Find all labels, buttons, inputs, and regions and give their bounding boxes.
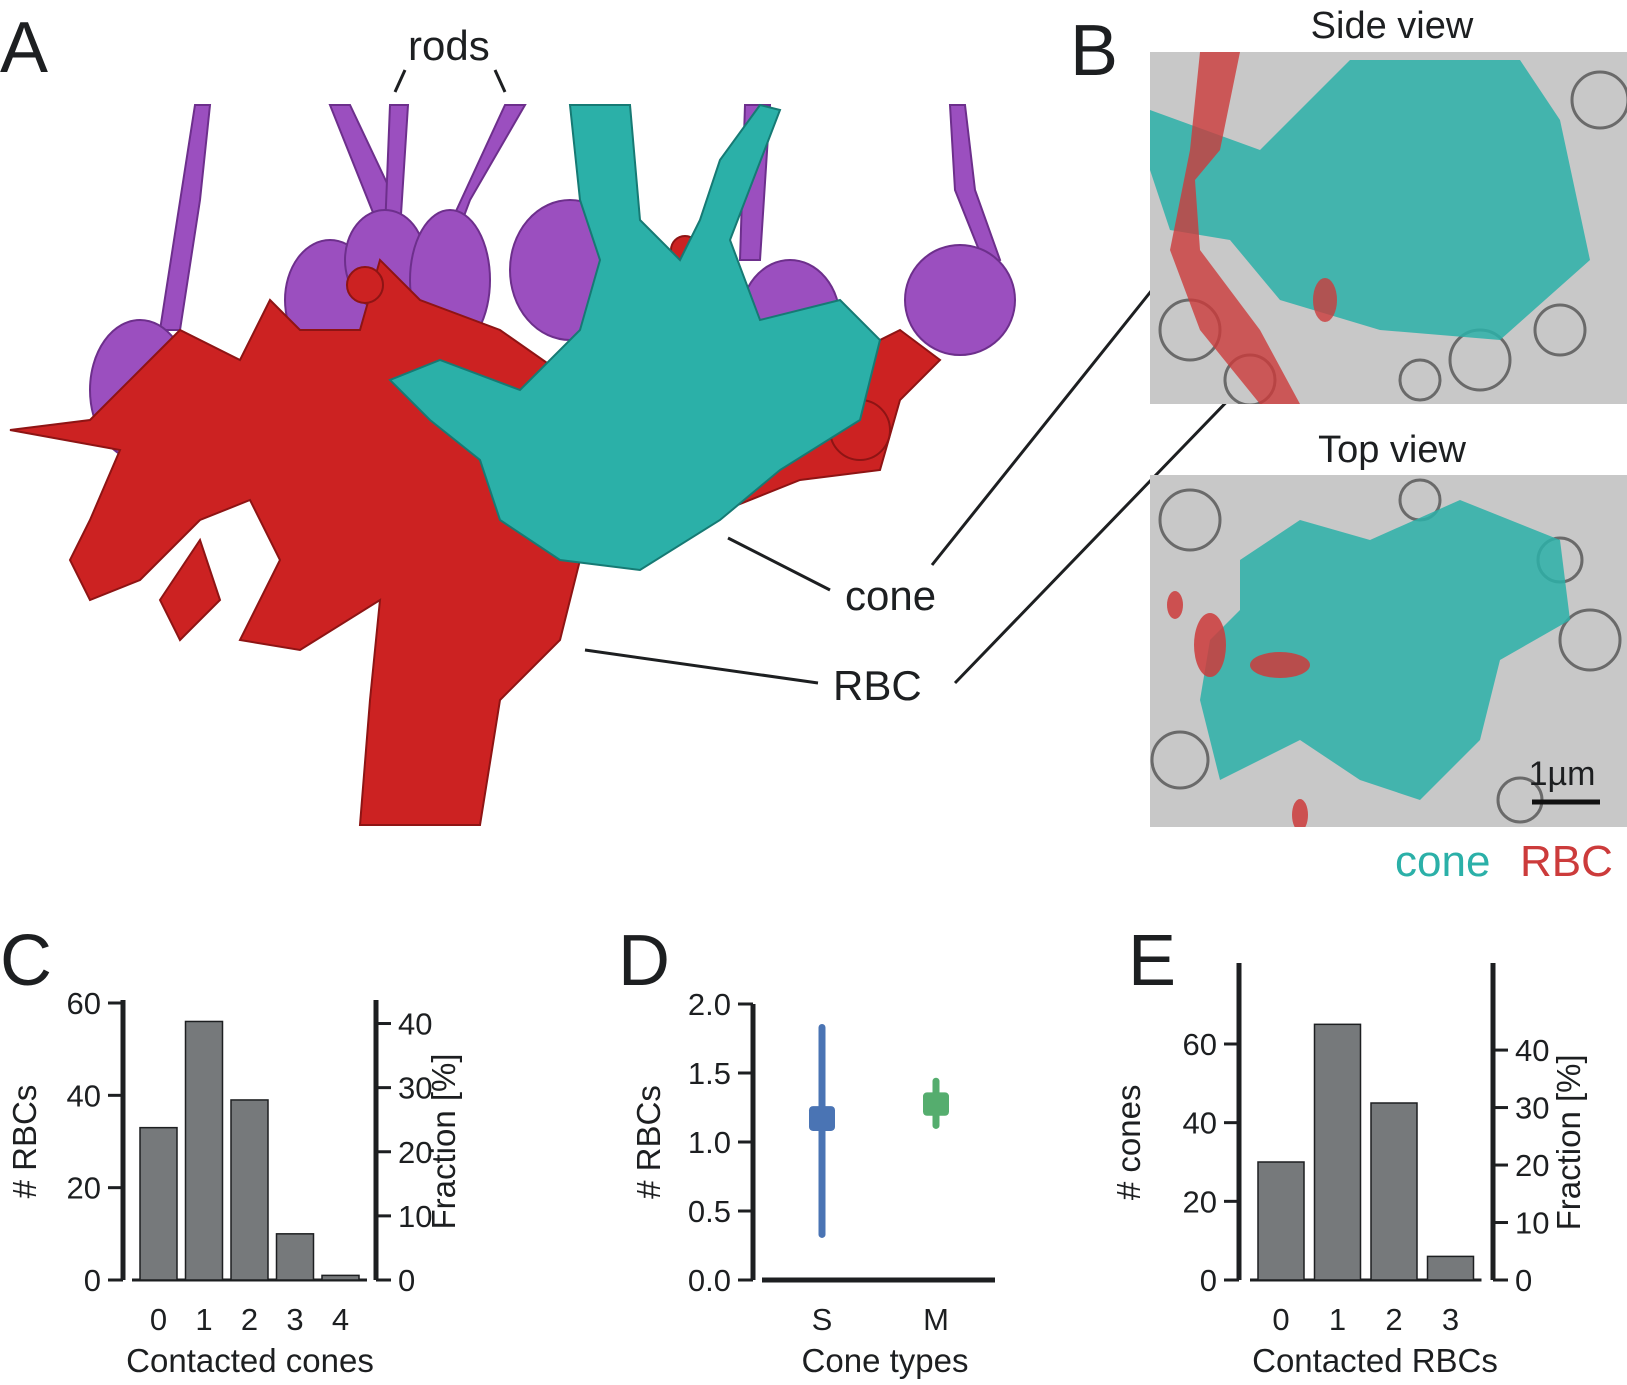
y-axis-label-right: Fraction [%] <box>1550 1054 1587 1230</box>
y-tick-label: 60 <box>1183 1027 1217 1062</box>
panel-label-c: C <box>0 921 52 1001</box>
y-tick-label-right: 40 <box>1515 1033 1549 1068</box>
bar <box>321 1274 360 1281</box>
y-tick-label-right: 30 <box>398 1071 432 1106</box>
y-tick-label-right: 10 <box>398 1199 432 1234</box>
x-axis-label: Contacted cones <box>126 1342 374 1379</box>
label-rods: rods <box>408 22 490 69</box>
y-axis-label: # cones <box>1110 1085 1147 1201</box>
x-axis-label: Contacted RBCs <box>1252 1342 1498 1379</box>
em-side-view-image <box>1150 52 1627 404</box>
x-tick-label: 3 <box>1442 1302 1459 1337</box>
y-tick-label: 40 <box>67 1078 101 1113</box>
cone-pointer-line <box>727 536 831 592</box>
x-tick-label: 3 <box>286 1302 303 1337</box>
bar <box>1313 1023 1362 1281</box>
reconstruction-3d <box>9 103 1016 826</box>
x-tick-label: M <box>923 1302 949 1337</box>
y-tick-label-right: 0 <box>398 1263 415 1298</box>
bar <box>139 1126 178 1281</box>
y-tick-label: 0.0 <box>688 1263 731 1298</box>
bar <box>275 1233 315 1281</box>
x-tick-label: S <box>812 1302 833 1337</box>
y-tick-label-right: 30 <box>1515 1091 1549 1126</box>
y-tick-label-right: 0 <box>1515 1263 1532 1298</box>
y-tick-label: 2.0 <box>688 987 731 1022</box>
x-tick-label: 1 <box>195 1302 212 1337</box>
y-tick-label: 20 <box>1183 1184 1217 1219</box>
label-rbc: RBC <box>833 662 922 709</box>
x-axis-label: Cone types <box>802 1342 969 1379</box>
bar <box>184 1020 224 1281</box>
scale-bar-label: 1µm <box>1529 755 1596 793</box>
panel-label-e: E <box>1128 921 1176 1001</box>
bar <box>1426 1255 1475 1281</box>
y-tick-label: 0.5 <box>688 1194 731 1229</box>
y-tick-label: 60 <box>67 986 101 1021</box>
bar <box>1370 1102 1418 1281</box>
panel-label-a: A <box>0 8 48 88</box>
x-tick-label: 0 <box>150 1302 167 1337</box>
bar <box>230 1099 269 1281</box>
bar <box>1257 1161 1305 1281</box>
panel-label-b: B <box>1070 11 1118 91</box>
x-tick-label: 0 <box>1272 1302 1289 1337</box>
y-tick-label-right: 20 <box>398 1135 432 1170</box>
side-view-title: Side view <box>1311 5 1474 47</box>
chart-d: 0.0 0.5 1.0 1.5 2.0 # RBCs Cone types S M <box>630 987 995 1379</box>
top-view-title: Top view <box>1318 429 1466 471</box>
y-tick-label-right: 20 <box>1515 1148 1549 1183</box>
rods-pointer-line <box>493 69 507 93</box>
y-tick-label: 40 <box>1183 1106 1217 1141</box>
rbc-pointer-line <box>584 648 819 685</box>
y-axis-label: # RBCs <box>630 1085 667 1199</box>
y-tick-label: 1.0 <box>688 1125 731 1160</box>
mean-box-s <box>809 1106 835 1131</box>
label-cone: cone <box>845 572 936 619</box>
y-tick-label: 1.5 <box>688 1056 731 1091</box>
y-axis-label-right: Fraction [%] <box>425 1053 462 1229</box>
x-tick-label: 2 <box>241 1302 258 1337</box>
y-tick-label: 0 <box>1200 1263 1217 1298</box>
y-tick-label-right: 10 <box>1515 1206 1549 1241</box>
x-tick-label: 1 <box>1329 1302 1346 1337</box>
legend-cone: cone <box>1395 837 1490 886</box>
y-tick-label-right: 40 <box>398 1007 432 1042</box>
panel-label-d: D <box>618 921 670 1001</box>
y-tick-label: 20 <box>67 1171 101 1206</box>
x-tick-label: 2 <box>1385 1302 1402 1337</box>
em-top-view-image <box>1150 475 1627 827</box>
rods-pointer-line <box>393 69 407 93</box>
legend-rbc: RBC <box>1520 837 1613 886</box>
y-tick-label: 0 <box>84 1263 101 1298</box>
y-axis-label: # RBCs <box>6 1085 43 1199</box>
x-tick-label: 4 <box>332 1302 349 1337</box>
mean-box-m <box>923 1092 949 1116</box>
